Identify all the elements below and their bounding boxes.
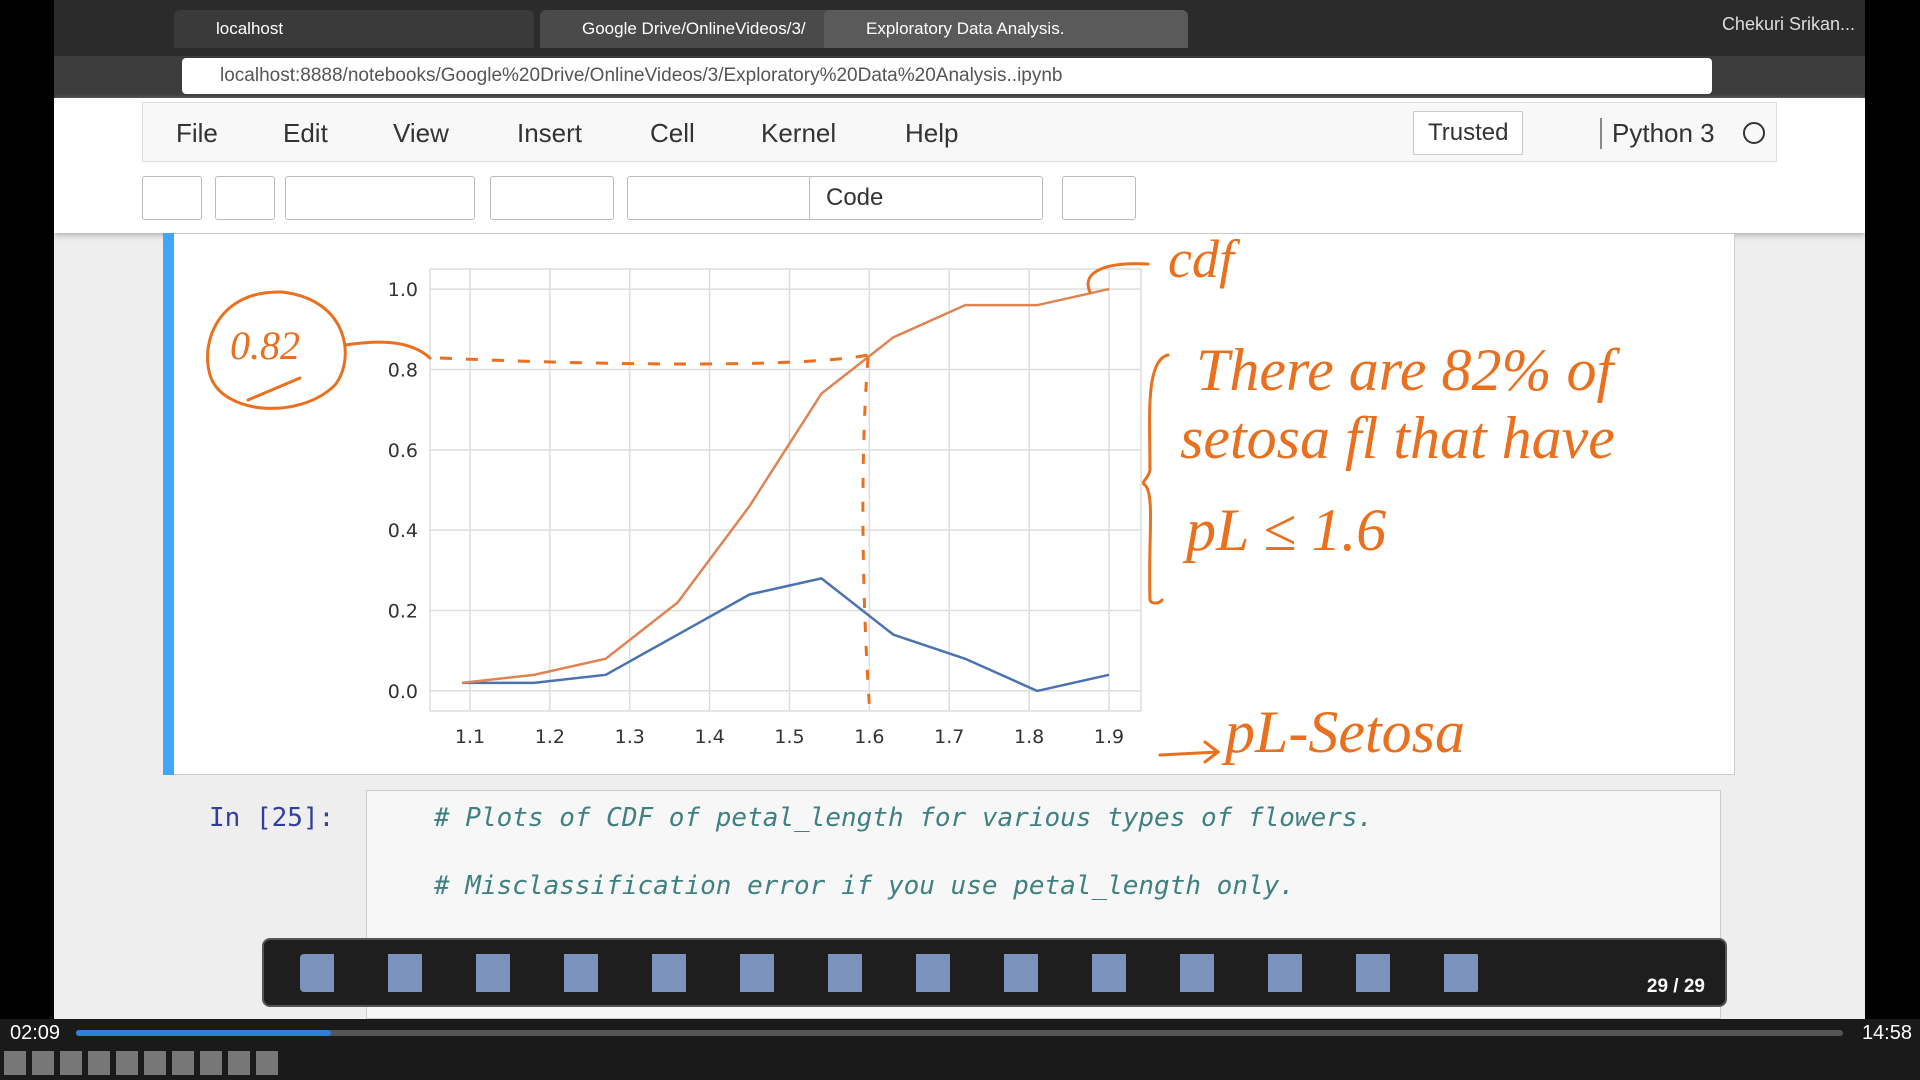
handwriting-stroke: [206, 290, 347, 410]
save-button[interactable]: [142, 176, 202, 220]
handwriting-stroke: [861, 357, 872, 716]
y-tick-label: 0.4: [388, 520, 418, 542]
handwriting-stroke: [1158, 740, 1221, 764]
menu-item[interactable]: Kernel: [761, 118, 837, 148]
code-line: # Misclassification error if you use pet…: [434, 871, 1295, 901]
handwriting-stroke: [439, 353, 869, 366]
add-button[interactable]: [215, 176, 275, 220]
tab[interactable]: localhost: [174, 10, 534, 48]
handwriting: pL ≤ 1.6: [1186, 497, 1387, 563]
keyboard-button[interactable]: [1062, 176, 1136, 220]
run-buttons[interactable]: [627, 176, 817, 220]
trusted-badge[interactable]: Trusted: [1413, 111, 1524, 155]
handwriting: 0.82: [230, 323, 300, 368]
data-line: [461, 287, 1110, 685]
tool-icons[interactable]: [300, 954, 1480, 992]
tab[interactable]: Exploratory Data Analysis.: [824, 10, 1188, 48]
menu-item[interactable]: Cell: [650, 118, 695, 148]
x-tick-label: 1.1: [455, 726, 485, 748]
handwriting-stroke: [1086, 262, 1150, 294]
menu-item[interactable]: File: [176, 118, 218, 148]
x-tick-label: 1.6: [854, 726, 884, 748]
page-counter: 29 / 29: [1646, 976, 1705, 997]
y-tick-label: 0.0: [388, 681, 418, 703]
progress-fill: [76, 1030, 331, 1036]
handwriting: There are 82% of: [1196, 337, 1614, 403]
kernel-name: Python 3: [1600, 118, 1715, 149]
cell-type-select[interactable]: Code: [809, 176, 1043, 220]
y-tick-label: 0.2: [388, 601, 418, 623]
player-bar: 02:09 14:58: [0, 1019, 1920, 1080]
selected-cell-bar: [163, 233, 174, 775]
kernel-indicator: [1743, 122, 1765, 144]
code-line: # Plots of CDF of petal_length for vario…: [434, 803, 1374, 833]
progress-track[interactable]: [76, 1030, 1843, 1036]
x-tick-label: 1.3: [615, 726, 645, 748]
handwriting-stroke: [1141, 353, 1170, 605]
x-tick-label: 1.8: [1014, 726, 1044, 748]
address-bar[interactable]: localhost:8888/notebooks/Google%20Drive/…: [182, 58, 1712, 94]
handwriting-stroke: [246, 376, 302, 402]
menu-item[interactable]: Edit: [283, 118, 328, 148]
move-buttons[interactable]: [490, 176, 614, 220]
menu-item[interactable]: Help: [905, 118, 959, 148]
total-time: 14:58: [1861, 1022, 1912, 1044]
handwriting: cdf: [1168, 229, 1234, 289]
edit-buttons[interactable]: [285, 176, 475, 220]
x-tick-label: 1.9: [1094, 726, 1124, 748]
x-tick-label: 1.7: [934, 726, 964, 748]
annotation-toolbar: 29 / 29: [262, 938, 1727, 1007]
x-tick-label: 1.5: [774, 726, 804, 748]
y-tick-label: 0.6: [388, 440, 418, 462]
handwriting: pL-Setosa: [1225, 699, 1465, 765]
handwriting: setosa fl that have: [1180, 405, 1615, 471]
x-tick-label: 1.2: [535, 726, 565, 748]
user-name: Chekuri Srikan...: [1721, 14, 1855, 34]
tab[interactable]: Google Drive/OnlineVideos/3/: [540, 10, 870, 48]
x-tick-label: 1.4: [694, 726, 724, 748]
player-controls[interactable]: [4, 1051, 284, 1075]
data-line: [461, 577, 1110, 693]
elapsed-time: 02:09: [10, 1022, 61, 1044]
menu-item[interactable]: View: [393, 118, 449, 148]
y-tick-label: 1.0: [388, 279, 418, 301]
handwriting-stroke: [343, 340, 432, 360]
cell-prompt: In [25]:: [209, 803, 335, 833]
y-tick-label: 0.8: [388, 359, 418, 381]
plot-area: [429, 268, 1142, 712]
menu-item[interactable]: Insert: [517, 118, 583, 148]
